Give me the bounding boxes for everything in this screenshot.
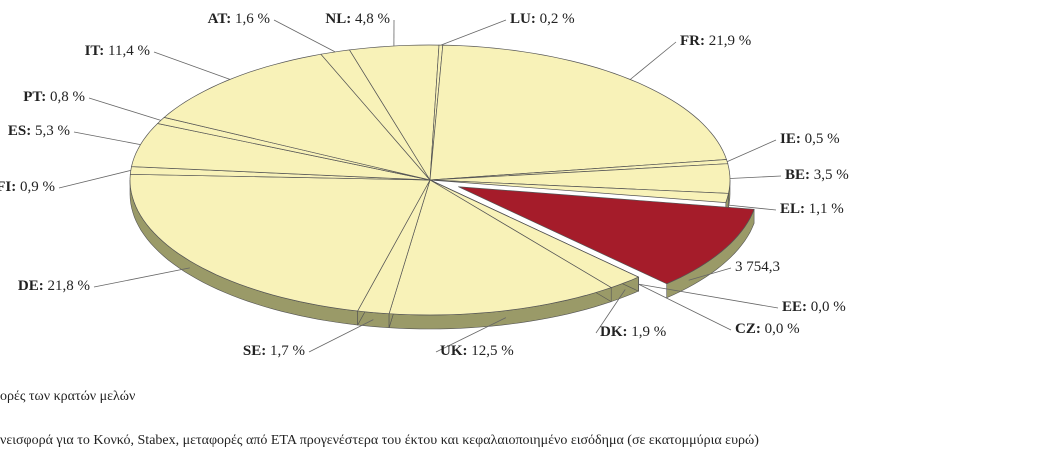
label-code: ES: <box>8 123 31 139</box>
leader-line <box>308 319 374 353</box>
slice-label: IT: 11,4 % <box>85 43 150 59</box>
pie-tops <box>129 44 755 316</box>
label-code: AT: <box>208 11 232 27</box>
label-value: 3 754,3 <box>735 259 780 275</box>
label-code: FI: <box>0 179 16 195</box>
slice-label: CZ: 0,0 % <box>735 321 800 337</box>
label-code: BE: <box>785 167 810 183</box>
leader-line <box>273 19 336 53</box>
label-code: EL: <box>780 201 805 217</box>
leader-line <box>88 97 161 121</box>
slice <box>388 179 613 316</box>
label-code: FR: <box>680 33 705 49</box>
slice-label: EE: 0,0 % <box>782 299 846 315</box>
note: νεισφορά για το Κονκό, Stabex, μεταφορές… <box>0 433 759 448</box>
label-value: 11,4 % <box>104 43 150 59</box>
label-value: 1,9 % <box>628 324 667 340</box>
slice <box>429 179 729 203</box>
leader-line <box>727 139 777 162</box>
label-value: 21,8 % <box>44 278 90 294</box>
leader-line <box>595 289 626 334</box>
leader-line <box>58 170 131 189</box>
label-value: 0,9 % <box>16 179 55 195</box>
label-code: DK: <box>600 324 628 340</box>
slice <box>163 53 431 181</box>
label-value: 0,0 % <box>761 321 800 337</box>
leader-line <box>688 267 732 281</box>
label-value: 1,6 % <box>231 11 270 27</box>
slice <box>429 44 727 181</box>
leader-line <box>638 283 779 309</box>
label-value: 0,2 % <box>536 11 575 27</box>
label-code: SE: <box>243 343 266 359</box>
label-code: CZ: <box>735 321 761 337</box>
slice <box>458 186 755 285</box>
label-value: 4,8 % <box>351 11 390 27</box>
label-value: 0,5 % <box>801 131 840 147</box>
label-value: 3,5 % <box>810 167 849 183</box>
slice-label: LU: 0,2 % <box>510 11 575 27</box>
label-code: DE: <box>18 278 44 294</box>
slice-label: ES: 5,3 % <box>8 123 70 139</box>
slice <box>129 173 431 312</box>
slice-label: FR: 21,9 % <box>680 33 751 49</box>
label-value: 12,5 % <box>468 343 514 359</box>
leader-line <box>729 175 782 179</box>
slice-label: BE: 3,5 % <box>785 167 849 183</box>
slice-label: IE: 0,5 % <box>780 131 840 147</box>
slice <box>348 44 440 182</box>
labels: EE: 0,0 %CZ: 0,0 %DK: 1,9 %UK: 12,5 %SE:… <box>0 11 849 359</box>
slice-label: 3 754,3 <box>735 259 780 275</box>
label-code: NL: <box>325 11 351 27</box>
leader-line <box>153 51 231 80</box>
note: ορές των κρατών μελών <box>0 389 135 404</box>
slice-label: NL: 4,8 % <box>325 11 390 27</box>
label-value: 1,7 % <box>266 343 305 359</box>
slice-label: PT: 0,8 % <box>23 89 85 105</box>
leader-line <box>93 267 190 288</box>
leader-line <box>629 41 677 80</box>
slice-label: AT: 1,6 % <box>208 11 270 27</box>
slice <box>429 163 731 194</box>
slice-label: FI: 0,9 % <box>0 179 55 195</box>
slice-label: UK: 12,5 % <box>440 343 514 359</box>
label-code: IT: <box>85 43 105 59</box>
slice-label: EL: 1,1 % <box>780 201 844 217</box>
label-value: 0,8 % <box>46 89 85 105</box>
label-code: LU: <box>510 11 536 27</box>
leader-line <box>440 19 507 46</box>
label-code: EE: <box>782 299 807 315</box>
label-code: IE: <box>780 131 801 147</box>
label-value: 1,1 % <box>805 201 844 217</box>
label-code: PT: <box>23 89 46 105</box>
label-value: 0,0 % <box>807 299 846 315</box>
slice-label: SE: 1,7 % <box>243 343 305 359</box>
leader-line <box>73 131 141 145</box>
leader-line <box>638 283 732 331</box>
label-value: 21,9 % <box>705 33 751 49</box>
slice-label: DK: 1,9 % <box>600 324 666 340</box>
slice-label: DE: 21,8 % <box>18 278 90 294</box>
leader-line <box>435 317 507 353</box>
label-code: UK: <box>440 343 468 359</box>
label-value: 5,3 % <box>31 123 70 139</box>
leader-line <box>727 204 777 211</box>
